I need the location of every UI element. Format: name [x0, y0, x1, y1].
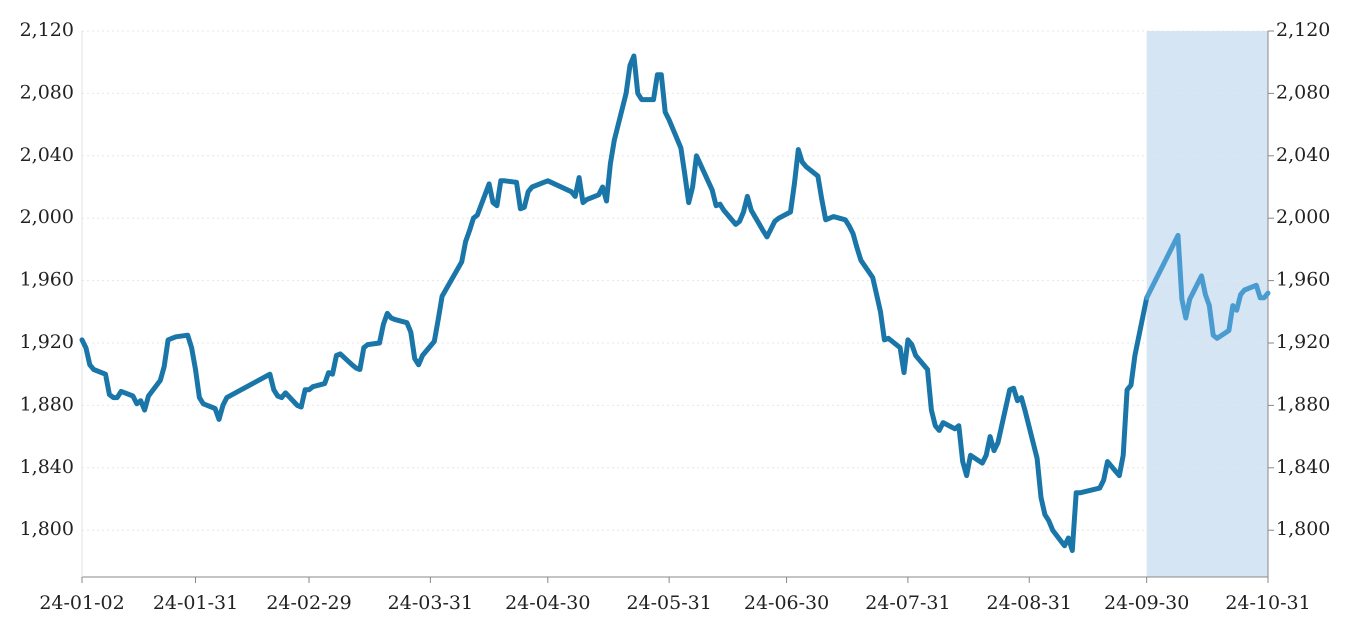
y2-tick-label: 1,800: [1276, 518, 1330, 540]
data-line: [79, 53, 1150, 553]
y-tick-label: 2,040: [20, 144, 74, 166]
x-tick-label: 24-05-31: [626, 592, 711, 614]
data-line-highlight: [1144, 232, 1271, 341]
y2-tick-label: 2,000: [1276, 206, 1330, 228]
y-tick-label: 2,120: [20, 19, 74, 41]
y-tick-label: 2,000: [20, 206, 74, 228]
x-tick-label: 24-09-30: [1104, 592, 1189, 614]
y2-tick-label: 2,120: [1276, 19, 1330, 41]
y2-tick-label: 1,960: [1276, 269, 1330, 291]
x-tick-label: 24-02-29: [266, 592, 351, 614]
x-tick-label: 24-07-31: [865, 592, 950, 614]
x-tick-label: 24-06-30: [744, 592, 829, 614]
y2-tick-label: 1,840: [1276, 456, 1330, 478]
y-tick-label: 1,840: [20, 456, 74, 478]
x-tick-label: 24-01-31: [153, 592, 238, 614]
y-tick-label: 1,880: [20, 393, 74, 415]
y2-tick-label: 1,920: [1276, 331, 1330, 353]
y-tick-label: 1,800: [20, 518, 74, 540]
y-tick-label: 1,920: [20, 331, 74, 353]
x-tick-label: 24-01-02: [39, 592, 124, 614]
y-tick-label: 1,960: [20, 269, 74, 291]
y2-tick-label: 2,080: [1276, 81, 1330, 103]
y-tick-label: 2,080: [20, 81, 74, 103]
x-tick-label: 24-08-31: [987, 592, 1072, 614]
x-tick-label: 24-03-31: [388, 592, 473, 614]
x-tick-label: 24-10-31: [1225, 592, 1310, 614]
y2-tick-label: 1,880: [1276, 393, 1330, 415]
x-tick-label: 24-04-30: [505, 592, 590, 614]
y2-tick-label: 2,040: [1276, 144, 1330, 166]
